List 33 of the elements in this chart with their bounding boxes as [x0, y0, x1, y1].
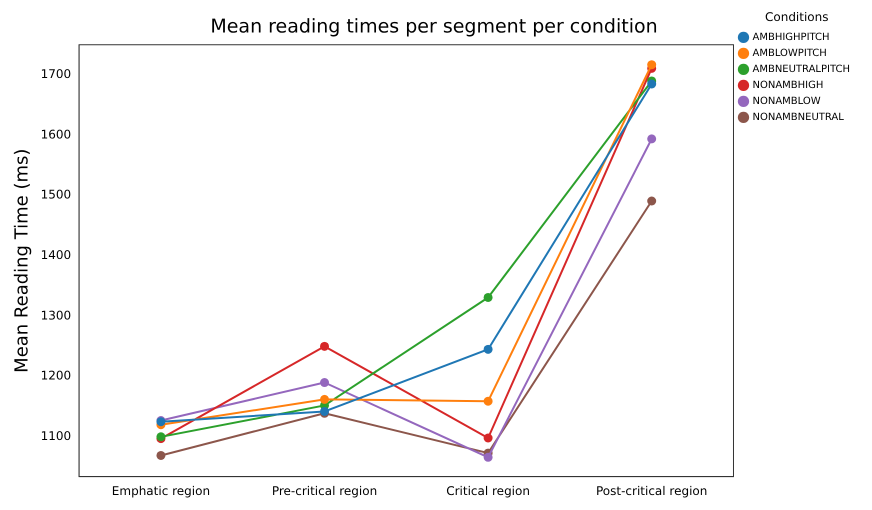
- legend-label: AMBNEUTRALPITCH: [752, 64, 850, 75]
- point: [320, 378, 330, 388]
- y-tick-label: 1700: [40, 67, 72, 82]
- point: [484, 292, 493, 302]
- y-tick-label: 1200: [40, 368, 72, 383]
- y-tick-label: 1500: [40, 188, 72, 202]
- x-tick-label: Critical region: [446, 484, 530, 498]
- legend-title: Conditions: [764, 10, 828, 24]
- legend-label: NONAMBNEUTRAL: [752, 112, 844, 123]
- y-tick-label: 1100: [40, 428, 72, 443]
- point: [647, 80, 656, 88]
- point: [484, 434, 493, 443]
- point: [156, 450, 166, 460]
- chart-title: Mean reading times per segment per condition: [210, 15, 658, 38]
- point: [320, 394, 330, 404]
- legend-label: NONAMBHIGH: [752, 80, 824, 91]
- point: [647, 60, 656, 70]
- point: [484, 344, 493, 354]
- point: [647, 134, 656, 144]
- point: [484, 396, 493, 406]
- y-axis-title: Mean Reading Time (ms): [11, 148, 32, 373]
- y-tick-label: 1600: [40, 127, 72, 142]
- legend-label: AMBLOWPITCH: [752, 48, 827, 59]
- y-tick-label: 1300: [40, 308, 72, 322]
- legend-label: NONAMBLOW: [752, 96, 821, 107]
- x-tick-label: Pre-critical region: [272, 484, 378, 498]
- point: [647, 196, 656, 206]
- point: [484, 452, 493, 462]
- point: [320, 342, 330, 351]
- y-tick-label: 1400: [40, 248, 72, 262]
- x-tick-label: Emphatic region: [112, 484, 210, 498]
- x-tick-label: Post-critical region: [596, 484, 708, 498]
- legend-label: AMBHIGHPITCH: [752, 32, 830, 43]
